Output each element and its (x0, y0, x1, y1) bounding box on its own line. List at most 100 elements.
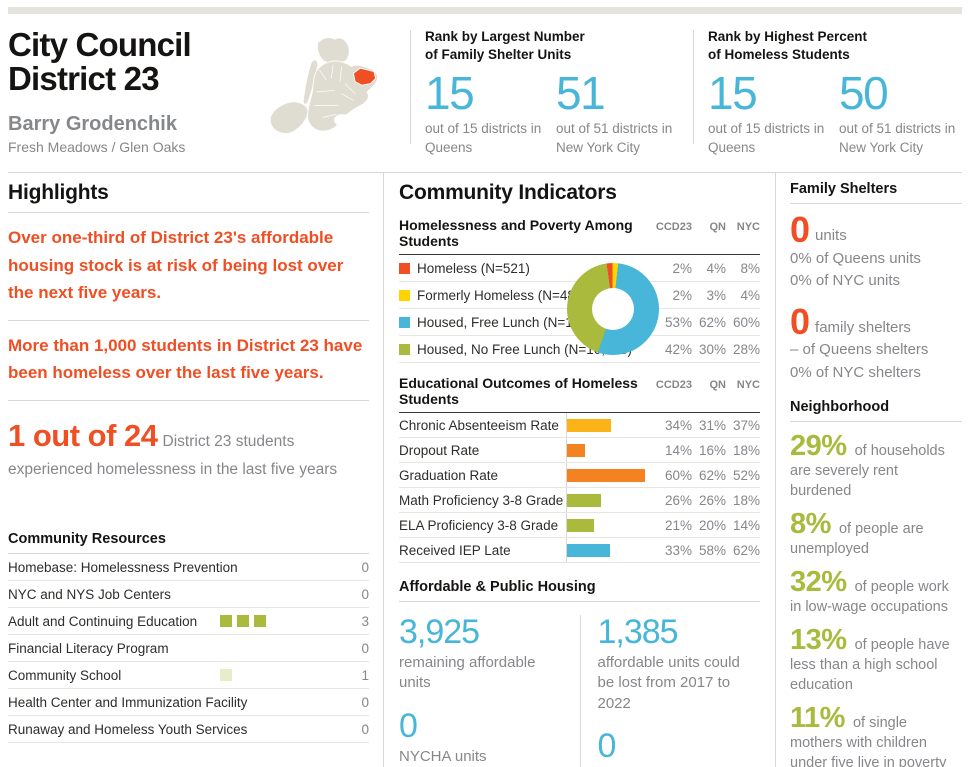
value-cell: 62% (698, 467, 726, 483)
outcome-row: Chronic Absenteeism Rate 34% 31% 37% (399, 413, 760, 438)
legend-label: Housed, No Free Lunch (N=10,473) (417, 341, 632, 357)
map-manhattan (302, 59, 319, 105)
stat-value: 32% (790, 566, 847, 598)
value-cell: 18% (732, 442, 760, 458)
map-bronx (316, 37, 350, 65)
resource-count-squares (220, 615, 345, 628)
resource-label: Health Center and Immunization Facility (8, 694, 248, 710)
divider (8, 212, 369, 213)
resource-row: Runaway and Homeless Youth Services 0 (8, 716, 369, 744)
count-square (220, 669, 232, 682)
value-cell: 4% (706, 260, 726, 276)
stat-value: 13% (790, 624, 847, 656)
column-header-nyc: NYC (736, 379, 760, 391)
bar-area (566, 513, 652, 537)
stat-label: units (815, 227, 847, 244)
stat-value: 0 (597, 726, 617, 765)
housing-col-2: 1,385 affordable units could be lost from… (579, 615, 761, 767)
resource-row: Community School 1 (8, 662, 369, 690)
value-cell: 21% (664, 517, 692, 533)
value-cell: 58% (698, 542, 726, 558)
map-staten-island (269, 101, 309, 134)
stat-subline: 0% of Queens units (790, 249, 921, 267)
housing-stat: 0affordable units lost between 2005 and … (598, 729, 761, 767)
stat-subline: – of Queens shelters (790, 341, 929, 358)
nyc-district-map (260, 26, 396, 158)
rank-stat-queens: 15 out of 15 districts in Queens (708, 66, 839, 157)
legend-swatch (399, 262, 410, 274)
column-header-qn: QN (709, 221, 727, 233)
neighborhood-stat: 32% of people work in low-wage occupatio… (790, 568, 962, 617)
value-cell: 60% (664, 467, 692, 483)
rank-caption: out of 51 districts in New York City (556, 121, 673, 155)
legend-swatch (399, 343, 410, 355)
resource-count: 0 (361, 640, 369, 656)
resource-row: Financial Literacy Program 0 (8, 635, 369, 663)
stat-headline: 0 family shelters (790, 303, 962, 339)
table-title: Homelessness and Poverty Among Students (399, 217, 633, 249)
column-header-nyc: NYC (736, 221, 760, 233)
value-cell: 26% (698, 492, 726, 508)
value-cell: 3% (706, 287, 726, 303)
sidebar-column: Family Shelters 0 units 0% of Queens units… (776, 173, 962, 767)
stat-text: of people have less than a high school e… (790, 637, 950, 693)
stat-value: 0 (790, 300, 811, 342)
stat-value: 3,925 (399, 613, 480, 651)
bar-area (566, 488, 652, 512)
rank-homeless-students: Rank by Highest Percent of Homeless Stude… (708, 26, 970, 157)
district-neighborhoods: Fresh Meadows / Glen Oaks (8, 138, 186, 155)
district-23-highlight (353, 67, 377, 86)
affordable-housing-heading: Affordable & Public Housing (399, 579, 760, 602)
count-square (237, 615, 249, 628)
stat-subline: 0% of NYC shelters (790, 363, 921, 381)
resource-count: 3 (361, 613, 369, 629)
stat-subline: 0% of NYC units (790, 272, 901, 289)
community-resources-heading: Community Resources (8, 531, 369, 555)
rank-caption: out of 51 districts in New York City (839, 121, 956, 155)
stat-value: 0 (399, 706, 418, 745)
resource-count: 1 (361, 667, 369, 683)
housing-stat: 1,385 affordable units could be lost from… (598, 615, 761, 714)
outcome-label: Dropout Rate (399, 442, 480, 458)
map-jamaica-bay (333, 114, 351, 126)
value-cell: 60% (732, 314, 760, 330)
legend-label: Homeless (N=521) (417, 260, 530, 276)
neighborhood-heading: Neighborhood (790, 399, 962, 422)
rank-title: Rank by Highest Percent of Homeless Stude… (708, 29, 868, 62)
bar (567, 443, 586, 457)
bar (567, 493, 601, 507)
rank-value: 15 (708, 66, 758, 119)
stat-value: 29% (790, 430, 847, 462)
value-cell: 18% (732, 492, 760, 508)
community-indicators-heading: Community Indicators (399, 181, 617, 204)
housing-stat: 3,925 remaining affordable units (399, 615, 580, 694)
value-cell: 26% (664, 492, 692, 508)
neighborhood-section: Neighborhood 29% of households are sever… (790, 399, 962, 767)
stat-value: 8% (790, 508, 831, 540)
value-cell: 31% (698, 417, 726, 433)
rank-value: 50 (839, 66, 889, 119)
council-member-name: Barry Grodenchik (8, 112, 177, 135)
value-cell: 14% (664, 442, 692, 458)
header-divider-1 (410, 30, 411, 144)
bar (567, 418, 612, 432)
community-resources-rows: Homebase: Homelessness Prevention 0 NYC an… (8, 554, 369, 744)
bar (567, 518, 595, 532)
column-header-ccd23: CCD23 (655, 379, 692, 391)
stat-caption: NYCHA units (399, 747, 487, 765)
rank-stat-queens: 15 out of 15 districts in Queens (425, 70, 556, 157)
rank-caption: out of 15 districts in Queens (425, 121, 542, 155)
resource-label: Runaway and Homeless Youth Services (8, 721, 248, 737)
stat-value: 11% (790, 702, 845, 734)
rank-value: 51 (556, 66, 606, 119)
nyc-map-svg (269, 37, 379, 134)
resource-row: NYC and NYS Job Centers 0 (8, 581, 369, 609)
resource-count: 0 (361, 694, 369, 710)
highlight-paragraph-2: More than 1,000 students in District 23 … (8, 321, 369, 401)
legend-swatch (399, 316, 410, 328)
value-cell: 2% (672, 287, 692, 303)
highlight-paragraph-1: Over one-third of District 23's affordab… (8, 213, 369, 321)
value-cell: 30% (698, 341, 726, 357)
bar (567, 543, 610, 557)
